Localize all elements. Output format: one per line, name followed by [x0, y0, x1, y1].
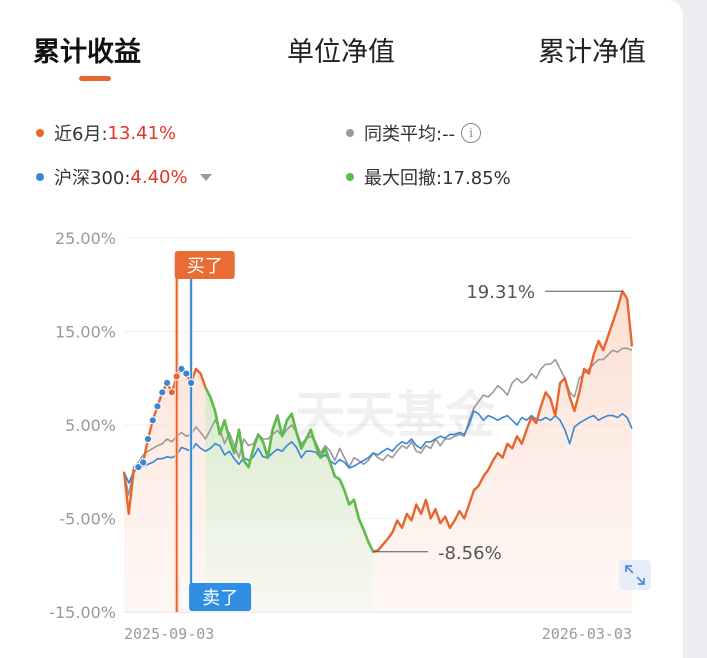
y-tick-label: -15.00% — [49, 603, 116, 622]
trade-point — [163, 378, 172, 387]
tab-unit-nav[interactable]: 单位净值 — [287, 37, 395, 68]
max-drawdown-line — [204, 387, 375, 553]
max-value-label: 19.31% — [466, 282, 535, 303]
dropdown-caret-icon[interactable] — [199, 173, 212, 181]
min-value-label: -8.56% — [438, 543, 502, 564]
trade-point — [182, 369, 191, 378]
sell-badge — [189, 583, 252, 611]
csi300-line — [123, 410, 633, 484]
trade-point — [134, 463, 143, 472]
legend-peer-dot — [346, 129, 354, 137]
drawdown-area-fill — [205, 387, 374, 612]
expand-icon[interactable] — [619, 560, 651, 590]
active-tab-indicator — [79, 76, 111, 81]
y-tick-label: -5.00% — [59, 510, 116, 529]
legend-fund: 近6月: 13.41% — [36, 120, 176, 146]
legend-fund-value: 13.41% — [107, 122, 177, 144]
legend-index-value: 4.40% — [130, 166, 188, 188]
buy-badge-label: 买了 — [187, 256, 223, 277]
legend-index[interactable]: 沪深300: 4.40% — [36, 164, 212, 190]
trade-point — [158, 388, 167, 397]
trade-point — [167, 388, 176, 397]
legend-drawdown-dot — [346, 173, 354, 181]
sell-badge-label: 卖了 — [202, 588, 238, 609]
trade-point — [177, 364, 186, 373]
legend-drawdown: 最大回撤:17.85% — [346, 164, 511, 190]
trade-point — [148, 416, 157, 425]
buy-badge — [174, 251, 235, 279]
trade-point — [143, 434, 153, 444]
y-tick-label: 5.00% — [65, 416, 116, 435]
x-tick-label-end: 2026-03-03 — [542, 625, 632, 643]
fund-area-fill — [124, 291, 632, 612]
legend-fund-label: 近6月: — [54, 124, 108, 145]
trade-point — [172, 372, 181, 381]
return-chart: 25.00% 15.00% 5.00% -5.00% -15.00% 2025-09-03… — [49, 229, 651, 643]
peer-average-line — [123, 347, 633, 496]
x-tick-label-start: 2025-09-03 — [124, 625, 214, 643]
trade-point — [153, 402, 162, 411]
tab-cumulative-return[interactable]: 累计收益 — [33, 37, 141, 68]
expand-icon-glyph — [625, 565, 645, 585]
tab-cumulative-nav[interactable]: 累计净值 — [538, 37, 646, 68]
trade-point — [187, 378, 196, 387]
legend-drawdown-label: 最大回撤:17.85% — [364, 168, 511, 189]
legend-peer-label: 同类平均:-- — [364, 124, 456, 145]
y-tick-label: 25.00% — [55, 229, 116, 248]
legend-peer: 同类平均:-- i — [346, 120, 482, 146]
chart-card: 累计收益 单位净值 累计净值 近6月: 13.41% 同类平均:-- i 沪深3… — [0, 0, 683, 658]
y-tick-label: 15.00% — [55, 323, 116, 342]
watermark-logo: 天天基金 — [295, 386, 496, 444]
legend-index-dot — [36, 173, 44, 181]
trade-point — [139, 458, 148, 467]
info-icon[interactable]: i — [461, 123, 482, 143]
legend-fund-dot — [36, 129, 44, 137]
legend-index-label: 沪深300: — [54, 168, 131, 189]
